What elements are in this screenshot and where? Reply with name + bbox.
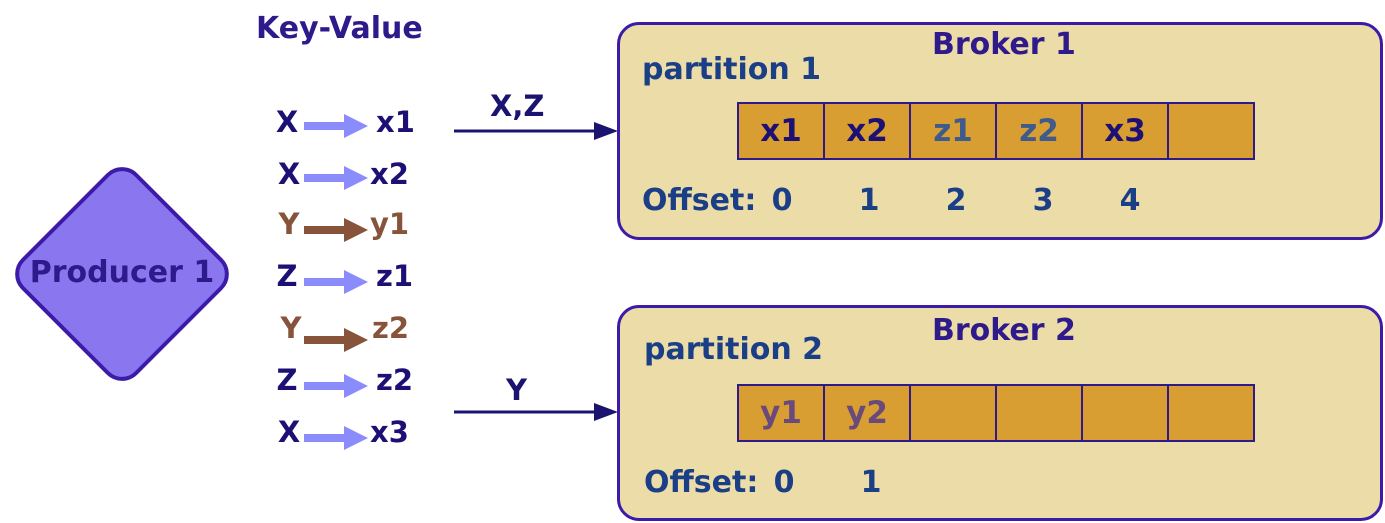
kv-key: Y bbox=[278, 207, 300, 241]
kv-arrow bbox=[304, 270, 368, 294]
log-cell: x3 bbox=[1081, 102, 1169, 160]
kv-value: z2 bbox=[376, 363, 414, 397]
log-cell: x2 bbox=[823, 102, 911, 160]
offset-number: 3 bbox=[1032, 183, 1054, 218]
kv-value: x3 bbox=[370, 415, 409, 449]
kv-value: y1 bbox=[370, 207, 410, 241]
offset-number: 1 bbox=[858, 183, 880, 218]
kv-key: X bbox=[277, 415, 301, 449]
log-cell: x1 bbox=[737, 102, 825, 160]
kv-arrow bbox=[304, 218, 368, 242]
kv-value: z2 bbox=[372, 311, 410, 345]
kv-key: Z bbox=[276, 259, 298, 293]
log-cell: y1 bbox=[737, 384, 825, 442]
kv-arrow bbox=[304, 114, 368, 138]
route-arrow-broker-2 bbox=[454, 403, 618, 421]
broker-1-offset-label: Offset: bbox=[642, 183, 757, 218]
log-cell bbox=[909, 384, 997, 442]
kv-arrow bbox=[304, 328, 368, 352]
offset-number: 1 bbox=[860, 465, 882, 500]
broker-2-title: Broker 2 bbox=[932, 313, 1076, 348]
key-value-title: Key-Value bbox=[256, 11, 423, 46]
broker-2-partition-log: y1 y2 bbox=[737, 384, 1255, 442]
route-arrow-broker-1 bbox=[454, 122, 618, 140]
broker-2-offset-label: Offset: bbox=[644, 465, 759, 500]
kv-value: x2 bbox=[370, 157, 409, 191]
kv-key: X bbox=[277, 157, 301, 191]
route-label-broker-1: X,Z bbox=[490, 89, 545, 123]
producer-diamond bbox=[15, 167, 229, 381]
log-cell bbox=[1167, 102, 1255, 160]
kv-value: z1 bbox=[376, 259, 414, 293]
offset-number: 0 bbox=[771, 183, 793, 218]
kv-key: Z bbox=[276, 363, 298, 397]
kv-key: Y bbox=[280, 311, 302, 345]
broker-1-partition-log: x1 x2 z1 z2 x3 bbox=[737, 102, 1255, 160]
broker-1-partition-label: partition 1 bbox=[642, 52, 822, 87]
producer-label: Producer 1 bbox=[29, 255, 215, 290]
log-cell: z1 bbox=[909, 102, 997, 160]
kv-arrow bbox=[304, 426, 368, 450]
kv-arrow bbox=[304, 166, 368, 190]
offset-number: 2 bbox=[945, 183, 967, 218]
kv-arrow bbox=[304, 374, 368, 398]
log-cell bbox=[995, 384, 1083, 442]
log-cell: z2 bbox=[995, 102, 1083, 160]
log-cell bbox=[1167, 384, 1255, 442]
kv-key: X bbox=[275, 105, 299, 139]
offset-number: 0 bbox=[773, 465, 795, 500]
route-label-broker-2: Y bbox=[506, 373, 527, 407]
broker-2-partition-label: partition 2 bbox=[644, 332, 824, 367]
kv-value: x1 bbox=[376, 105, 415, 139]
broker-1-title: Broker 1 bbox=[932, 27, 1076, 62]
log-cell bbox=[1081, 384, 1169, 442]
log-cell: y2 bbox=[823, 384, 911, 442]
offset-number: 4 bbox=[1119, 183, 1141, 218]
